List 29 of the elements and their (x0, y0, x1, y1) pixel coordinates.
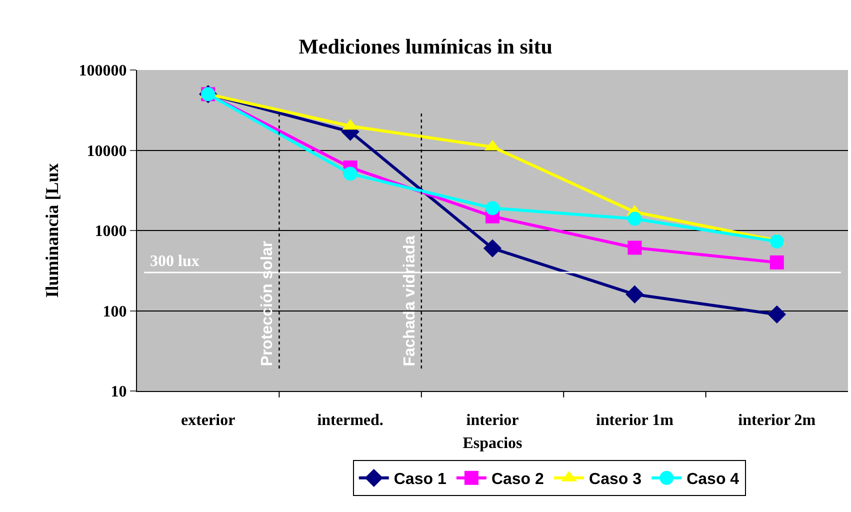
y-tick-label: 10000 (86, 142, 127, 160)
y-tick-label: 100000 (78, 62, 127, 80)
legend-label: Caso 1 (394, 471, 446, 488)
chart-title: Mediciones lumínicas in situ (298, 34, 553, 58)
point (770, 234, 784, 248)
point (483, 239, 502, 258)
point (628, 212, 642, 226)
x-tick-label: interior 2m (738, 412, 816, 430)
y-tick-label: 100 (102, 303, 127, 320)
x-tick-label: interior 1m (596, 412, 674, 430)
y-tick-label: 1000 (94, 223, 127, 240)
point (343, 166, 358, 181)
y-axis-title: Iluminancia [Lux (42, 163, 62, 298)
legend-label: Caso 2 (491, 471, 544, 488)
x-tick-label: exterior (181, 412, 236, 430)
annotation: Fachada vidriada (401, 236, 418, 366)
point (628, 240, 642, 255)
annotation: Protección solar (259, 240, 276, 366)
x-tick-label: intermed. (317, 412, 384, 430)
y-tick-label: 10 (110, 384, 127, 401)
point (770, 255, 784, 270)
point (626, 285, 644, 304)
legend-label: Caso 3 (589, 471, 642, 488)
legend-label: Caso 4 (686, 471, 740, 488)
point (768, 305, 786, 324)
x-tick-label: interior (466, 412, 519, 430)
x-axis-title: Espacios (462, 434, 522, 452)
ref-line-label: 300 lux (150, 253, 200, 270)
point (486, 201, 500, 216)
